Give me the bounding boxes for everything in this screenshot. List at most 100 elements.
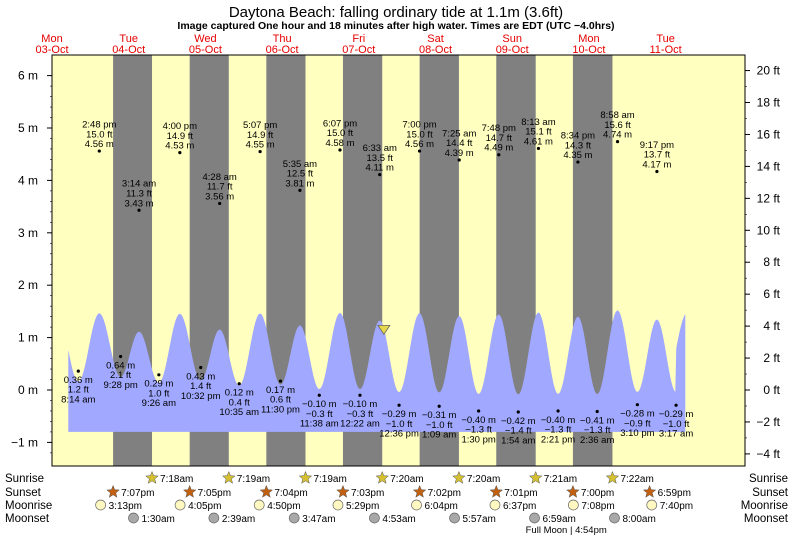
extreme-time: 8:13 am [521, 117, 555, 128]
day-date-label: 03-Oct [35, 44, 68, 56]
day-name-label: Sat [427, 33, 444, 45]
extreme-time: 9:28 pm [103, 380, 137, 391]
moonset-time: 8:00am [622, 514, 655, 525]
left-axis-tick-label: −1 m [11, 435, 38, 449]
extreme-point [258, 149, 262, 154]
moonset-icon [449, 512, 460, 524]
extreme-time: 5:07 pm [243, 120, 277, 131]
extreme-height-ft: 15.6 ft [604, 120, 631, 131]
extreme-time: 8:14 am [61, 395, 95, 406]
right-axis-tick-label: 12 ft [757, 191, 781, 205]
left-axis-tick-label: 2 m [18, 278, 38, 292]
sunset-row-label-left: Sunset [5, 487, 42, 499]
moonrise-time: 5:29pm [346, 501, 379, 512]
sunset-icon [566, 484, 580, 498]
extreme-point [218, 201, 222, 206]
extreme-time: 8:34 pm [561, 130, 595, 141]
extreme-height-ft: 14.4 ft [446, 138, 473, 149]
extreme-point [536, 146, 541, 151]
right-axis-tick-label: −2 ft [756, 415, 780, 429]
extreme-point [378, 173, 382, 177]
day-date-label: 10-Oct [572, 44, 605, 56]
sunset-time: 7:03pm [351, 488, 384, 499]
extreme-height-ft: 0.6 ft [270, 395, 291, 406]
moonset-time: 3:47am [302, 514, 335, 525]
moonset-icon [128, 512, 139, 524]
sunrise-icon [221, 470, 236, 484]
low-tide-label: −0.28 m−0.9 ft3:10 pm [620, 408, 655, 439]
day-date-label: 09-Oct [496, 44, 529, 56]
extreme-point [635, 403, 639, 407]
moonset-icon [609, 512, 620, 524]
day-date-label: 07-Oct [342, 44, 375, 56]
extreme-height-m: −0.29 m [659, 409, 694, 420]
extreme-time: 2:36 am [580, 435, 614, 446]
day-headers: Mon03-OctTue04-OctWed05-OctThu06-OctFri0… [35, 33, 681, 56]
extreme-height-m: 4.35 m [563, 150, 592, 161]
extreme-height-ft: 14.7 ft [486, 133, 513, 144]
extreme-height-m: −0.42 m [501, 416, 536, 427]
moonrise-icon [253, 499, 265, 511]
extreme-height-ft: −1.4 ft [505, 426, 532, 437]
extreme-time: 12:22 am [340, 419, 380, 430]
sunrise-time: 7:22am [620, 474, 653, 485]
extreme-height-ft: 11.3 ft [126, 188, 152, 199]
low-tide-label: −0.31 m−1.0 ft1:09 am [422, 410, 457, 441]
sunrise-time: 7:19am [237, 474, 270, 485]
extreme-height-m: 0.64 m [106, 360, 135, 371]
extreme-height-m: 0.29 m [144, 379, 173, 390]
extreme-height-m: 4.53 m [165, 141, 194, 152]
right-axis-tick-label: 6 ft [763, 287, 780, 301]
day-name-label: Mon [578, 33, 599, 45]
sunset-icon [489, 484, 504, 498]
extreme-point [358, 393, 362, 397]
day-date-label: 04-Oct [112, 44, 145, 56]
low-tide-label: −0.42 m−1.4 ft1:54 am [501, 416, 536, 447]
moonrise-icon [411, 499, 422, 511]
sunrise-icon [452, 470, 466, 484]
full-moon-note: Full Moon | 4:54pm [526, 525, 607, 536]
extreme-height-ft: −0.3 ft [347, 409, 374, 420]
extreme-height-m: 4.55 m [246, 140, 275, 151]
extreme-time: 4:00 pm [163, 121, 197, 132]
extreme-point [655, 169, 659, 174]
extreme-height-m: 0.36 m [64, 375, 93, 386]
extreme-time: 6:33 am [363, 143, 397, 154]
low-tide-label: −0.40 m−1.3 ft2:21 pm [541, 415, 576, 446]
extreme-point [199, 365, 203, 370]
extreme-time: 3:14 am [122, 179, 156, 190]
sunset-row-label-right: Sunset [752, 487, 789, 499]
day-date-label: 08-Oct [419, 44, 452, 56]
day-date-label: 11-Oct [649, 44, 681, 56]
moonrise-time: 3:13pm [109, 501, 142, 512]
extreme-height-ft: 13.7 ft [644, 150, 671, 161]
extreme-time: 6:07 pm [323, 118, 357, 129]
moonset-time: 4:53am [382, 514, 415, 525]
low-tide-label: 0.64 m2.1 ft9:28 pm [103, 360, 137, 391]
extreme-point [556, 409, 560, 413]
extreme-height-ft: −0.3 ft [306, 409, 333, 420]
extreme-height-m: −0.31 m [422, 410, 457, 421]
moonset-icon [288, 512, 300, 524]
left-axis-tick-label: 0 m [18, 383, 38, 397]
extreme-height-ft: −1.3 ft [584, 425, 611, 436]
left-axis-meters: 6 m 5 m 4 m 3 m 2 m 1 m 0 m −1 m [11, 69, 52, 454]
extreme-time: 9:17 pm [640, 140, 674, 151]
extreme-height-ft: 15.1 ft [525, 127, 552, 138]
moonset-row-label-right: Moonset [744, 513, 789, 525]
right-axis-tick-label: 2 ft [763, 351, 780, 365]
extreme-height-m: 0.43 m [186, 371, 215, 382]
extreme-time: 3:17 am [659, 429, 693, 440]
extreme-point [615, 140, 620, 144]
